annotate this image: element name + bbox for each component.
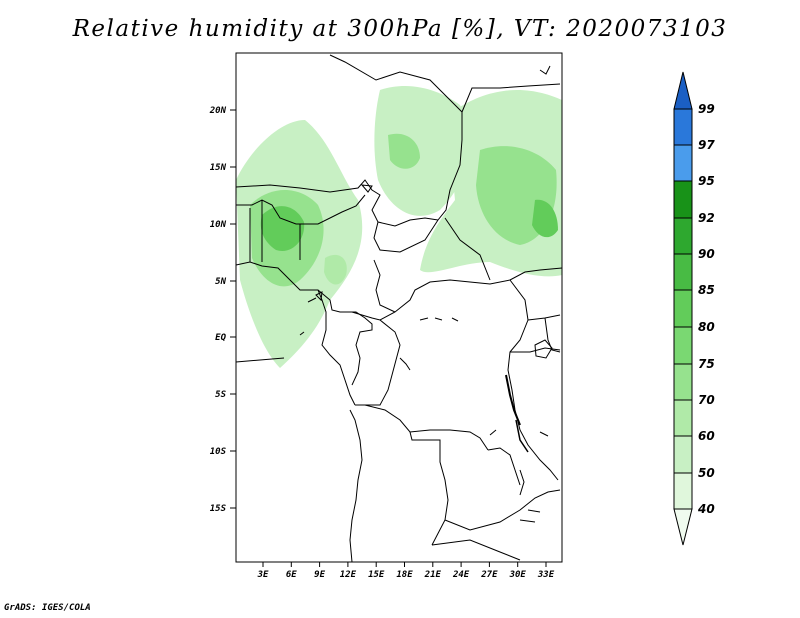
map-title: Relative humidity at 300hPa [%], VT: 202…	[72, 16, 728, 42]
colorbar-label: 50	[698, 466, 715, 480]
lon-tick-label: 24E	[452, 570, 470, 580]
colorbar-label: 92	[698, 211, 715, 225]
latitude-ticks: 20N 15N 10N 5N EQ 5S 10S 15S	[209, 106, 236, 514]
grads-credit: GrADS: IGES/COLA	[4, 603, 91, 613]
lat-tick-label: 20N	[209, 106, 227, 116]
lon-tick-label: 12E	[340, 570, 357, 580]
colorbar-label: 60	[698, 429, 715, 443]
lat-tick-label: EQ	[215, 333, 226, 343]
lon-tick-label: 3E	[257, 570, 269, 580]
colorbar-label: 95	[698, 174, 715, 188]
lat-tick-label: 15S	[210, 504, 227, 514]
colorbar-low-arrow	[673, 508, 693, 546]
colorbar-bin	[673, 144, 693, 182]
lat-tick-label: 15N	[210, 163, 227, 173]
lon-tick-label: 21E	[424, 570, 442, 580]
lon-tick-label: 6E	[286, 570, 297, 580]
colorbar-bin	[673, 217, 693, 255]
colorbar-label: 99	[698, 102, 715, 116]
colorbar-label: 85	[698, 283, 715, 297]
colorbar-label: 75	[698, 357, 715, 371]
lon-tick-label: 33E	[537, 570, 555, 580]
map-frame	[235, 52, 563, 563]
colorbar-bin	[673, 326, 693, 365]
colorbar-label: 97	[698, 138, 715, 152]
colorbar-label: 90	[698, 247, 715, 261]
longitude-ticks: 3E 6E 9E 12E 15E 18E 21E 24E 27E 30E 33E	[257, 562, 555, 580]
lon-tick-label: 15E	[368, 570, 385, 580]
colorbar-bin	[673, 472, 693, 510]
colorbar-bin	[673, 289, 693, 328]
colorbar-bin	[673, 399, 693, 437]
colorbar-bin	[673, 108, 693, 146]
colorbar-bin	[673, 363, 693, 401]
colorbar: 40 50 60 70 75 80 85 90 92 95 97 99	[673, 71, 715, 546]
lat-tick-label: 5S	[215, 390, 226, 400]
colorbar-label: 40	[697, 502, 715, 516]
colorbar-bin	[673, 253, 693, 291]
colorbar-label: 80	[698, 320, 715, 334]
lon-tick-label: 9E	[314, 570, 325, 580]
colorbar-bin	[673, 180, 693, 219]
lon-tick-label: 18E	[396, 570, 413, 580]
country-borders	[235, 54, 563, 563]
lat-tick-label: 10S	[210, 447, 227, 457]
lon-tick-label: 27E	[480, 570, 498, 580]
lon-tick-label: 30E	[509, 570, 527, 580]
lakes	[315, 65, 553, 523]
lat-tick-label: 10N	[210, 220, 227, 230]
colorbar-label: 70	[698, 393, 715, 407]
humidity-shading	[236, 85, 562, 368]
lat-tick-label: 5N	[215, 277, 226, 287]
colorbar-high-arrow	[673, 71, 693, 110]
colorbar-bin	[673, 435, 693, 474]
